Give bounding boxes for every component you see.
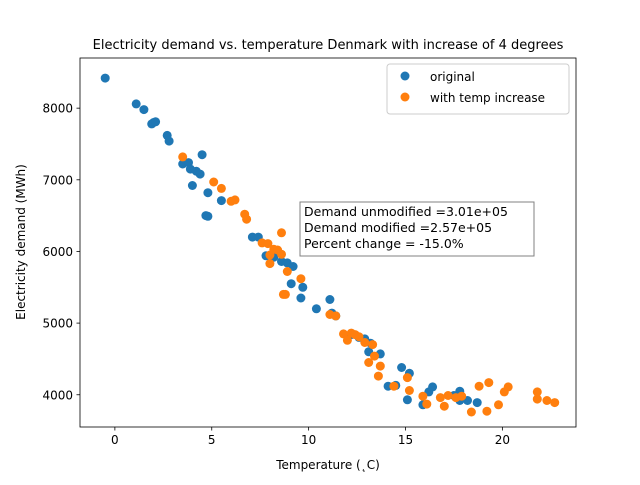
point-original (286, 279, 296, 289)
point-with-temp-increase (443, 391, 453, 400)
point-with-temp-increase (360, 338, 370, 347)
x-axis-label: Temperature (˛C) (275, 458, 380, 472)
point-with-temp-increase (373, 371, 383, 381)
point-with-temp-increase (532, 394, 542, 404)
y-axis-ticks: 4000 5000 6000 7000 8000 (42, 102, 80, 402)
point-original (397, 363, 407, 372)
point-with-temp-increase (457, 391, 467, 401)
point-original (100, 73, 110, 83)
point-original (428, 382, 438, 392)
point-with-temp-increase (277, 228, 286, 238)
point-with-temp-increase (230, 195, 240, 205)
x-tick-label: 5 (208, 433, 216, 447)
y-tick-label: 4000 (42, 388, 73, 402)
x-tick-label: 10 (301, 433, 316, 447)
point-original (216, 196, 226, 206)
chart-title: Electricity demand vs. temperature Denma… (93, 38, 564, 53)
point-with-temp-increase (368, 340, 378, 350)
legend-marker-original (400, 71, 410, 81)
point-with-temp-increase (280, 289, 290, 299)
point-with-temp-increase (331, 311, 341, 321)
point-with-temp-increase (482, 406, 492, 416)
x-tick-label: 0 (111, 433, 119, 447)
point-original (131, 99, 141, 109)
point-with-temp-increase (209, 177, 219, 187)
legend-label-with-temp-increase: with temp increase (430, 91, 545, 105)
annotation-line-modified: Demand modified =2.57e+05 (304, 220, 492, 235)
y-tick-label: 8000 (42, 102, 73, 116)
point-original (187, 181, 197, 190)
point-with-temp-increase (435, 393, 445, 403)
point-original (472, 398, 482, 408)
plot-area-frame (79, 57, 577, 428)
x-tick-label: 20 (495, 433, 510, 447)
point-with-temp-increase (484, 378, 494, 388)
point-with-temp-increase (342, 335, 352, 345)
point-with-temp-increase (389, 381, 399, 391)
point-original (139, 105, 149, 115)
point-original (203, 211, 213, 221)
point-with-temp-increase (265, 259, 275, 269)
data-points (100, 73, 560, 417)
point-with-temp-increase (422, 399, 432, 409)
point-with-temp-increase (466, 407, 476, 417)
point-with-temp-increase (296, 274, 306, 284)
point-with-temp-increase (494, 400, 503, 410)
point-original (296, 293, 306, 303)
point-with-temp-increase (370, 351, 379, 361)
point-with-temp-increase (474, 381, 484, 391)
point-with-temp-increase (282, 267, 292, 276)
point-original (402, 395, 412, 405)
point-original (311, 304, 321, 314)
y-tick-label: 5000 (42, 317, 73, 331)
x-axis-ticks: 0 5 10 15 20 (111, 427, 510, 447)
legend-frame (386, 63, 570, 115)
point-with-temp-increase (375, 361, 385, 371)
y-tick-label: 6000 (42, 245, 73, 259)
point-with-temp-increase (178, 152, 188, 162)
y-tick-label: 7000 (42, 173, 73, 187)
point-with-temp-increase (216, 183, 226, 193)
point-with-temp-increase (404, 386, 414, 395)
point-with-temp-increase (550, 398, 560, 408)
point-original (164, 136, 174, 146)
legend-label-original: original (430, 70, 475, 84)
point-original (195, 169, 205, 179)
point-original (298, 282, 308, 292)
point-with-temp-increase (532, 387, 542, 397)
annotation-line-unmodified: Demand unmodified =3.01e+05 (304, 204, 508, 219)
annotation-box: Demand unmodified =3.01e+05 Demand modif… (299, 201, 535, 257)
point-with-temp-increase (503, 382, 513, 392)
x-tick-label: 15 (398, 433, 413, 447)
point-with-temp-increase (364, 358, 374, 367)
point-original (325, 295, 335, 304)
annotation-line-percent-change: Percent change = -15.0% (304, 236, 464, 251)
point-with-temp-increase (263, 239, 273, 249)
point-with-temp-increase (242, 214, 252, 224)
point-with-temp-increase (354, 332, 364, 342)
point-with-temp-increase (277, 249, 286, 259)
point-with-temp-increase (418, 391, 428, 401)
point-with-temp-increase (402, 373, 412, 383)
point-original (197, 150, 207, 160)
legend-marker-with-temp-increase (400, 92, 410, 102)
point-original (203, 188, 213, 198)
point-with-temp-increase (542, 396, 552, 405)
annotation-frame (299, 201, 535, 257)
point-original (151, 117, 161, 127)
y-axis-label: Electricity demand (MWh) (14, 164, 28, 320)
legend: original with temp increase (386, 63, 570, 115)
point-with-temp-increase (439, 401, 449, 411)
